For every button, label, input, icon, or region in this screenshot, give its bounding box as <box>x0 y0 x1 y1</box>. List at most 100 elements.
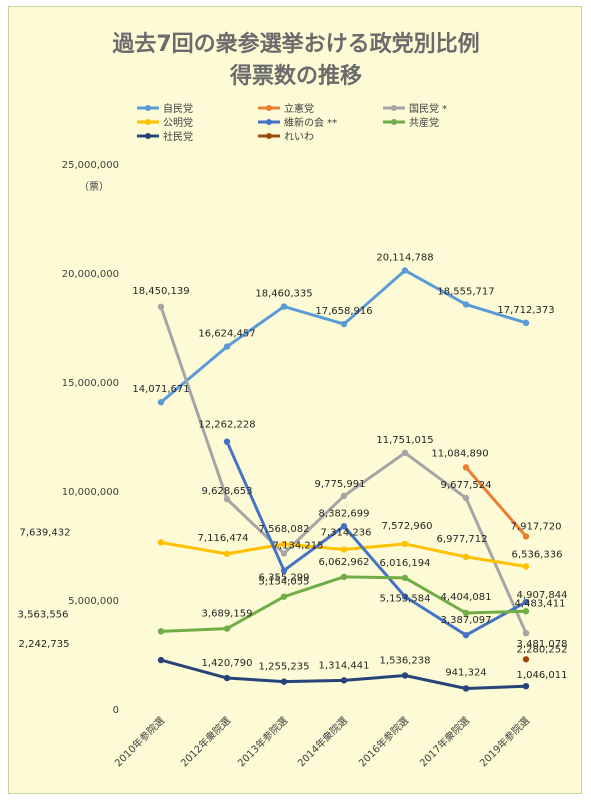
data-point <box>401 574 409 582</box>
data-point <box>462 553 470 561</box>
legend-label: 公明党 <box>163 116 193 129</box>
data-label: 1,536,238 <box>380 656 431 667</box>
data-point <box>223 438 231 445</box>
data-label: 6,016,194 <box>380 558 431 569</box>
data-label: 18,555,717 <box>437 286 494 297</box>
data-point <box>401 672 409 679</box>
data-point <box>462 609 470 617</box>
data-point <box>522 319 530 327</box>
series-line <box>464 466 528 538</box>
y-tick-label: 20,000,000 <box>62 269 119 280</box>
data-label: 3,563,556 <box>18 609 69 620</box>
y-tick-label: 15,000,000 <box>62 378 119 389</box>
x-tick-label: 2012年衆院選 <box>178 714 233 769</box>
data-point <box>462 631 470 639</box>
data-label: 9,677,524 <box>441 480 492 491</box>
data-point <box>401 267 409 274</box>
data-labels: 14,071,671 16,624,457 18,460,33517,658,916… <box>18 252 568 681</box>
data-point <box>522 656 530 663</box>
y-axis: 0 5,000,000 10,000,000 15,000,000 20,000,000… <box>62 160 119 716</box>
data-label: 7,917,720 <box>511 521 562 532</box>
data-point <box>157 628 165 635</box>
data-label: 4,907,844 <box>517 590 568 601</box>
data-label: 11,084,890 <box>431 448 488 459</box>
legend-swatch-marker <box>145 105 151 111</box>
chart-title-line-2: 得票数の推移 <box>229 63 362 89</box>
legend-label: 維新の会 ** <box>284 116 337 129</box>
legend-swatch-marker <box>266 119 272 125</box>
data-point <box>522 533 530 540</box>
line-chart: 過去7回の衆参選挙おける政党別比例 得票数の推移 （票） 自民党 立憲党 国民党 *… <box>18 31 568 769</box>
data-label: 2,242,735 <box>19 639 70 650</box>
data-label: 7,116,474 <box>198 533 249 544</box>
data-point <box>522 682 530 690</box>
data-label: 12,262,228 <box>198 420 255 431</box>
data-label: 1,420,790 <box>202 658 253 669</box>
x-tick-label: 2010年参院選 <box>112 714 167 769</box>
data-label: 4,404,081 <box>441 592 492 603</box>
data-label: 18,450,139 <box>132 286 189 297</box>
data-point <box>157 539 165 546</box>
y-tick-label: 0 <box>113 705 119 716</box>
data-point <box>157 303 165 310</box>
data-label: 2,280,252 <box>517 644 568 655</box>
data-label: 3,689,159 <box>202 609 253 620</box>
data-label: 16,624,457 <box>198 329 255 340</box>
data-label: 20,114,788 <box>376 252 433 263</box>
x-tick-label: 2014年衆院選 <box>295 714 350 769</box>
data-label: 3,387,097 <box>441 615 492 626</box>
data-point <box>223 674 231 682</box>
data-label: 14,071,671 <box>132 384 189 395</box>
legend-swatch-marker <box>145 133 151 139</box>
data-label: 17,712,373 <box>497 305 554 316</box>
data-label: 7,639,432 <box>20 527 71 538</box>
data-point <box>340 573 348 581</box>
x-tick-label: 2016年参院選 <box>356 714 411 769</box>
x-tick-label: 2017年衆院選 <box>417 714 472 769</box>
data-point <box>401 449 409 457</box>
data-point <box>157 399 165 406</box>
data-label: 9,775,991 <box>315 479 366 490</box>
y-tick-label: 5,000,000 <box>68 596 119 607</box>
data-point <box>462 685 470 692</box>
data-point <box>280 678 288 685</box>
data-label: 5,153,584 <box>380 594 431 605</box>
data-point <box>223 550 231 558</box>
legend-label: れいわ <box>284 131 314 143</box>
data-label: 1,255,235 <box>259 662 310 673</box>
legend-label: 立憲党 <box>284 102 314 115</box>
data-point <box>340 677 348 684</box>
data-label: 6,355,299 <box>259 572 310 583</box>
data-label: 6,977,712 <box>437 534 488 545</box>
data-point <box>157 656 165 664</box>
legend-label: 国民党 * <box>409 102 447 115</box>
data-point <box>401 540 409 548</box>
data-point <box>340 546 348 553</box>
data-label: 4,483,411 <box>515 598 566 609</box>
data-point <box>522 563 530 570</box>
data-point <box>280 550 288 557</box>
data-point <box>522 629 530 637</box>
legend-label: 共産党 <box>409 116 439 129</box>
legend-label: 社民党 <box>163 130 193 143</box>
data-label: 6,536,336 <box>512 550 563 561</box>
data-point <box>522 608 530 615</box>
series-points <box>157 267 530 692</box>
data-label: 9,628,653 <box>202 486 253 497</box>
data-label: 8,382,699 <box>319 508 370 519</box>
data-point <box>223 495 231 503</box>
legend-swatch-marker <box>391 119 397 125</box>
data-label: 7,568,082 <box>259 524 310 535</box>
data-point <box>462 494 470 502</box>
legend-swatch-marker <box>391 105 397 111</box>
x-axis: 2010年参院選 2012年衆院選 2013年参院選 2014年衆院選 2016年参院選… <box>112 714 532 769</box>
x-tick-label: 2013年参院選 <box>235 714 290 769</box>
data-label: 11,751,015 <box>376 435 433 446</box>
data-point <box>223 343 231 350</box>
data-label: 7,134,215 <box>273 540 324 551</box>
y-tick-label: 25,000,000 <box>62 160 119 171</box>
data-label: 17,658,916 <box>315 306 372 317</box>
data-point <box>340 492 348 500</box>
data-label: 7,314,236 <box>321 528 372 539</box>
